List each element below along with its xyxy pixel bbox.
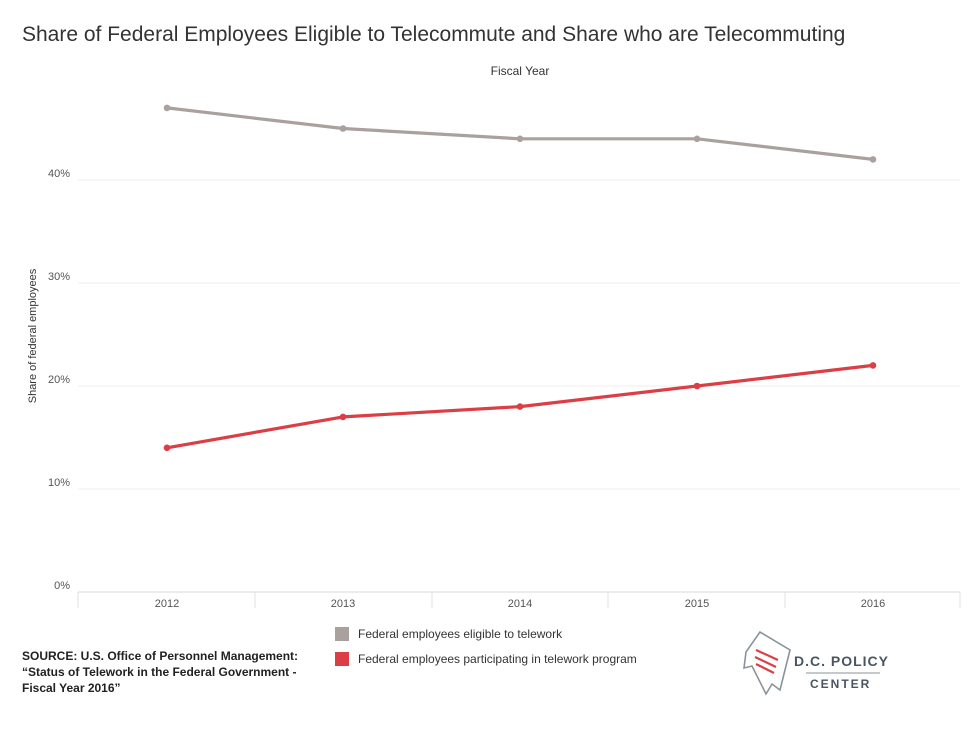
- legend: Federal employees eligible to telework F…: [335, 627, 637, 666]
- x-tick-label: 2015: [685, 598, 709, 610]
- source-line-1: SOURCE: U.S. Office of Personnel Managem…: [22, 649, 298, 663]
- y-tick-label: 20%: [48, 374, 70, 386]
- legend-label-eligible: Federal employees eligible to telework: [358, 627, 563, 641]
- y-tick-label: 0%: [54, 580, 70, 592]
- source-line-3: Fiscal Year 2016”: [22, 681, 121, 695]
- data-point: [693, 135, 701, 143]
- series-lines: [163, 104, 877, 452]
- x-tick-label: 2016: [861, 598, 885, 610]
- legend-swatch-eligible: [335, 627, 349, 641]
- y-tick-label: 10%: [48, 477, 70, 489]
- legend-label-participating: Federal employees participating in telew…: [358, 652, 637, 666]
- dc-policy-center-logo: D.C. POLICY CENTER: [743, 630, 889, 696]
- data-point: [339, 125, 347, 132]
- data-point: [339, 413, 347, 421]
- gridlines: [78, 179, 960, 490]
- logo-name: D.C. POLICY: [794, 653, 889, 669]
- data-point: [163, 444, 171, 452]
- series-line-0: [165, 106, 875, 161]
- dc-map-icon: [743, 630, 791, 696]
- data-point: [869, 156, 877, 163]
- data-point: [163, 104, 171, 112]
- chart-title: Share of Federal Employees Eligible to T…: [22, 23, 845, 46]
- y-axis-title: Share of federal employees: [27, 268, 39, 403]
- source-note: SOURCE: U.S. Office of Personnel Managem…: [22, 649, 298, 695]
- x-tick-label: 2014: [508, 598, 532, 610]
- data-point: [869, 362, 877, 369]
- x-axis: 2012 2013 2014 2015 2016: [77, 591, 961, 610]
- y-tick-label: 40%: [48, 168, 70, 180]
- y-tick-label: 30%: [48, 271, 70, 283]
- x-axis-title: Fiscal Year: [491, 64, 550, 78]
- data-point: [516, 135, 524, 143]
- legend-swatch-participating: [335, 652, 349, 666]
- data-point: [693, 382, 701, 390]
- y-axis-ticks: 0% 10% 20% 30% 40%: [48, 168, 70, 592]
- x-tick-label: 2013: [331, 598, 355, 610]
- source-line-2: “Status of Telework in the Federal Gover…: [22, 665, 297, 679]
- x-tick-label: 2012: [155, 598, 179, 610]
- logo-sub: CENTER: [810, 677, 871, 691]
- data-point: [516, 403, 524, 410]
